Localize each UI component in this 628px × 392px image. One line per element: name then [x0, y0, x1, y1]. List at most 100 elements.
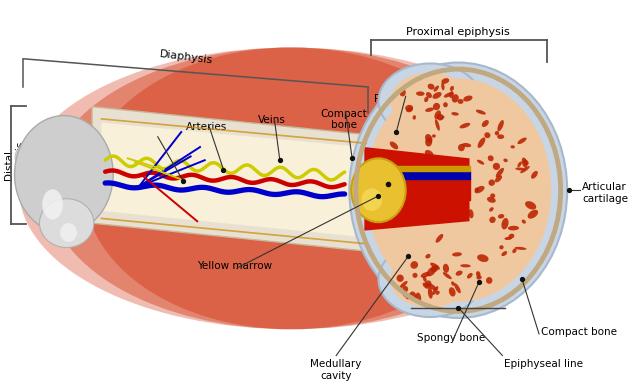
Ellipse shape: [508, 226, 519, 230]
Ellipse shape: [453, 183, 461, 187]
Ellipse shape: [436, 291, 440, 295]
Ellipse shape: [498, 214, 504, 219]
Ellipse shape: [460, 264, 471, 267]
Ellipse shape: [407, 202, 418, 209]
Ellipse shape: [509, 234, 514, 239]
Ellipse shape: [452, 112, 459, 116]
Ellipse shape: [433, 85, 439, 92]
Ellipse shape: [420, 215, 427, 222]
Ellipse shape: [390, 251, 470, 308]
Ellipse shape: [511, 145, 515, 149]
Ellipse shape: [493, 163, 500, 170]
Ellipse shape: [60, 223, 77, 242]
Ellipse shape: [460, 201, 465, 207]
Ellipse shape: [430, 263, 440, 270]
Ellipse shape: [523, 160, 529, 165]
Ellipse shape: [452, 94, 459, 103]
Ellipse shape: [349, 63, 567, 318]
Ellipse shape: [501, 251, 507, 256]
Ellipse shape: [425, 150, 434, 158]
Ellipse shape: [468, 209, 474, 218]
Text: Diaphysis: Diaphysis: [159, 49, 214, 66]
Text: Veins: Veins: [258, 115, 286, 125]
Ellipse shape: [421, 272, 430, 278]
Ellipse shape: [379, 242, 482, 317]
Ellipse shape: [431, 265, 438, 272]
Ellipse shape: [443, 102, 448, 107]
Ellipse shape: [497, 120, 504, 131]
Ellipse shape: [419, 211, 428, 218]
Ellipse shape: [435, 119, 440, 131]
Ellipse shape: [72, 140, 116, 175]
Ellipse shape: [517, 162, 522, 167]
Text: Articular
cartilage: Articular cartilage: [582, 182, 628, 204]
Ellipse shape: [425, 137, 432, 147]
Ellipse shape: [486, 277, 492, 284]
Ellipse shape: [451, 281, 455, 286]
Ellipse shape: [522, 158, 528, 168]
Ellipse shape: [406, 294, 412, 299]
Ellipse shape: [476, 271, 480, 277]
Ellipse shape: [463, 96, 472, 102]
Ellipse shape: [399, 88, 406, 96]
Ellipse shape: [432, 286, 438, 295]
Ellipse shape: [428, 287, 433, 299]
Ellipse shape: [514, 247, 526, 250]
Ellipse shape: [516, 167, 525, 171]
Ellipse shape: [15, 140, 60, 175]
Ellipse shape: [405, 105, 413, 111]
Ellipse shape: [423, 276, 426, 282]
Ellipse shape: [47, 47, 535, 329]
Ellipse shape: [441, 78, 449, 84]
Ellipse shape: [42, 189, 63, 220]
Ellipse shape: [413, 189, 420, 193]
Ellipse shape: [433, 103, 440, 110]
Ellipse shape: [495, 168, 504, 178]
Ellipse shape: [484, 132, 490, 138]
Ellipse shape: [425, 183, 430, 194]
Ellipse shape: [425, 107, 434, 112]
Ellipse shape: [450, 86, 454, 91]
Ellipse shape: [452, 252, 462, 256]
Ellipse shape: [495, 175, 502, 182]
Ellipse shape: [450, 206, 456, 210]
Ellipse shape: [351, 158, 406, 222]
Ellipse shape: [504, 237, 512, 240]
Ellipse shape: [409, 157, 415, 162]
Ellipse shape: [477, 160, 484, 165]
Ellipse shape: [487, 197, 495, 203]
Ellipse shape: [489, 216, 495, 223]
Ellipse shape: [399, 281, 408, 289]
Ellipse shape: [435, 111, 441, 119]
Ellipse shape: [504, 158, 508, 162]
Polygon shape: [101, 123, 364, 237]
Ellipse shape: [384, 158, 387, 163]
Ellipse shape: [449, 287, 455, 296]
Text: Compact bone: Compact bone: [541, 327, 617, 337]
Ellipse shape: [423, 283, 429, 289]
Ellipse shape: [396, 274, 404, 282]
Ellipse shape: [512, 249, 517, 253]
Ellipse shape: [436, 234, 443, 243]
Ellipse shape: [457, 185, 464, 194]
Text: Medullary
cavity: Medullary cavity: [310, 359, 362, 381]
Ellipse shape: [528, 210, 538, 219]
Ellipse shape: [379, 64, 482, 139]
Ellipse shape: [475, 188, 479, 192]
Ellipse shape: [458, 99, 463, 104]
Ellipse shape: [427, 283, 436, 290]
Text: Periosteum: Periosteum: [374, 94, 433, 103]
Ellipse shape: [497, 134, 504, 139]
Ellipse shape: [482, 120, 489, 127]
Ellipse shape: [428, 83, 435, 90]
Ellipse shape: [390, 73, 470, 129]
Ellipse shape: [400, 201, 406, 208]
Ellipse shape: [454, 283, 461, 293]
Ellipse shape: [40, 199, 94, 247]
Ellipse shape: [517, 138, 527, 144]
Ellipse shape: [467, 273, 473, 279]
Ellipse shape: [406, 107, 413, 112]
Ellipse shape: [426, 92, 432, 98]
Text: Epiphyseal line: Epiphyseal line: [504, 359, 583, 369]
Ellipse shape: [390, 142, 398, 149]
